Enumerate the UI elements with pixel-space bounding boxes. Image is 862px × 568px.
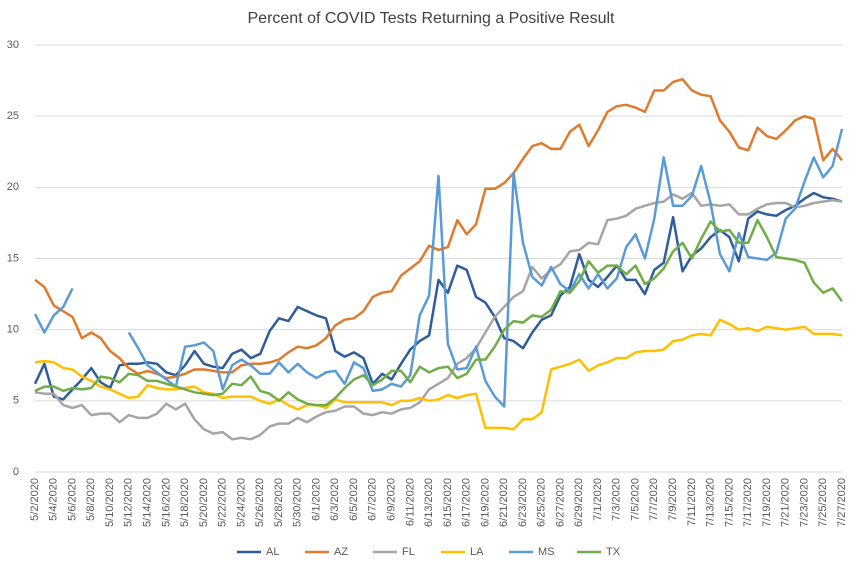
y-tick-label: 30 [7,39,19,51]
x-tick-label: 5/10/2020 [104,478,116,527]
x-tick-label: 7/19/2020 [761,478,773,527]
chart-title: Percent of COVID Tests Returning a Posit… [248,10,616,27]
y-tick-label: 15 [7,252,19,264]
x-tick-label: 5/24/2020 [235,478,247,527]
x-tick-label: 6/5/2020 [348,478,360,521]
y-tick-label: 25 [7,110,19,122]
x-tick-label: 7/5/2020 [629,478,641,521]
x-tick-label: 7/17/2020 [742,478,754,527]
y-tick-label: 5 [13,395,19,407]
x-tick-label: 7/9/2020 [667,478,679,521]
x-tick-label: 5/22/2020 [217,478,229,527]
x-tick-label: 5/18/2020 [179,478,191,527]
x-tick-label: 7/13/2020 [705,478,717,527]
x-tick-label: 6/23/2020 [517,478,529,527]
x-tick-label: 5/16/2020 [160,478,172,527]
x-tick-label: 6/15/2020 [442,478,454,527]
x-tick-label: 5/6/2020 [66,478,78,521]
y-tick-label: 10 [7,324,19,336]
legend-label: LA [470,546,484,558]
x-tick-label: 6/29/2020 [573,478,585,527]
x-tick-label: 6/25/2020 [536,478,548,527]
series-line [33,128,844,408]
x-tick-label: 6/11/2020 [404,478,416,526]
x-tick-label: 5/8/2020 [85,478,97,521]
x-tick-label: 6/1/2020 [310,478,322,521]
legend-label: AZ [334,546,348,558]
x-tick-label: 7/11/2020 [686,478,698,526]
legend-label: AL [266,546,279,558]
x-tick-label: 7/7/2020 [648,478,660,521]
x-tick-label: 6/13/2020 [423,478,435,527]
series-line [34,318,843,431]
x-tick-label: 6/17/2020 [461,478,473,527]
x-tick-label: 6/9/2020 [385,478,397,521]
legend-label: TX [606,546,621,558]
series-line [34,77,843,380]
x-tick-label: 5/30/2020 [292,478,304,527]
y-tick-label: 0 [13,466,19,478]
x-tick-label: 5/26/2020 [254,478,266,527]
x-tick-label: 7/3/2020 [611,478,623,521]
series-line [34,191,843,441]
x-tick-label: 6/27/2020 [554,478,566,527]
x-tick-label: 7/27/2020 [836,478,848,527]
series-line [34,218,844,407]
x-tick-label: 6/7/2020 [367,478,379,521]
x-tick-label: 5/12/2020 [123,478,135,527]
x-tick-label: 6/19/2020 [479,478,491,527]
x-tick-label: 6/3/2020 [329,478,341,521]
x-tick-label: 6/21/2020 [498,478,510,527]
x-tick-label: 7/21/2020 [780,478,792,527]
x-tick-label: 5/14/2020 [142,478,154,527]
series-line [33,191,843,401]
x-tick-label: 7/15/2020 [723,478,735,527]
x-tick-label: 5/4/2020 [48,478,60,521]
x-tick-label: 7/23/2020 [798,478,810,527]
x-tick-label: 7/25/2020 [817,478,829,527]
legend-label: FL [402,546,415,558]
y-tick-label: 20 [7,181,19,193]
legend-label: MS [538,546,555,558]
x-tick-label: 7/1/2020 [592,478,604,521]
x-tick-label: 5/2/2020 [29,478,41,521]
x-tick-label: 5/28/2020 [273,478,285,527]
x-tick-label: 5/20/2020 [198,478,210,527]
